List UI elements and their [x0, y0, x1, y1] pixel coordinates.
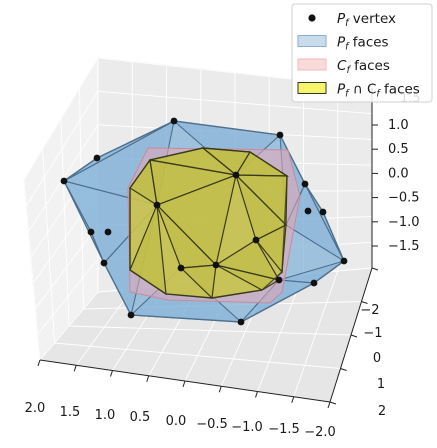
x-tick-mark	[73, 365, 77, 372]
back-grid-horizontal	[97, 90, 373, 115]
legend-patch-pf_faces	[297, 35, 327, 47]
pf-vertex-point	[252, 236, 260, 244]
left-grid-horizontal	[37, 258, 99, 335]
legend-label: Pf ∩ Cf faces	[337, 82, 420, 100]
legend-label: Pf faces	[337, 35, 389, 53]
x-tick-mark	[255, 391, 258, 398]
legend-item-cf_faces: Cf faces	[297, 58, 390, 76]
left-grid-horizontal	[23, 57, 99, 181]
intersection-face	[255, 223, 287, 274]
pf-vertex-point	[87, 228, 95, 236]
x-tick-mark	[110, 370, 113, 377]
left-grid-horizontal	[25, 91, 99, 206]
y-tick-label: 1	[377, 377, 385, 392]
left-grid-vertical	[23, 179, 41, 361]
legend-frame	[291, 3, 433, 103]
x-tick-label: −1.5	[268, 422, 300, 437]
y-tick-mark	[350, 334, 358, 338]
legend-patch-inter_faces	[297, 82, 327, 94]
z-tick-label: −0.5	[388, 191, 420, 206]
x-tick-mark	[291, 396, 295, 403]
x-tick-label: 0.5	[130, 410, 151, 425]
y-tick-mark	[361, 301, 368, 304]
z-tick-label: −1.0	[388, 215, 420, 230]
legend-vertex-marker	[308, 14, 316, 22]
x-tick-mark	[146, 375, 150, 382]
pf-vertices-layer	[60, 117, 348, 326]
pf-vertex-point	[170, 117, 178, 125]
pf-vertex-point	[275, 276, 283, 284]
pf-vertex-point	[232, 171, 240, 179]
pf-vertex-point	[237, 318, 245, 326]
floor-grid-y	[54, 342, 341, 369]
x-tick-mark	[37, 359, 41, 367]
x-tick-label: 0.0	[166, 414, 187, 429]
legend: Pf vertex Pf faces Cf faces Pf ∩ Cf faces	[291, 3, 433, 103]
z-tick-label: 0.5	[388, 142, 409, 157]
legend-label: Cf faces	[337, 58, 390, 76]
x-tick-labels: 2.0 1.5 1.0 0.5 0.0 −0.5 −1.0 −1.5 −2.0	[25, 359, 336, 440]
pf-vertex-point	[100, 259, 108, 267]
left-grid-vertical	[42, 149, 55, 344]
x-tick-mark	[182, 380, 186, 388]
x-tick-mark	[327, 401, 331, 409]
pf-vertex-point	[276, 131, 284, 139]
pf-vertex-point	[104, 228, 112, 236]
intersection-face	[179, 264, 217, 300]
x-tick-mark	[218, 386, 222, 393]
z-tick-labels: 1.51.00.50.0−0.5−1.0−1.5	[372, 91, 421, 254]
left-grid-vertical	[60, 118, 70, 327]
pf-face	[63, 180, 105, 264]
x-tick-label: −1.0	[231, 420, 263, 435]
legend-item-pf_faces: Pf faces	[297, 35, 389, 53]
pf-vertex-point	[301, 180, 309, 188]
x-tick-label: −0.5	[196, 417, 228, 432]
z-tick-label: 0.0	[388, 166, 409, 181]
y-tick-mark	[340, 368, 347, 371]
z-tick-label: −1.5	[388, 239, 420, 254]
y-tick-labels: −2 −1 0 1 2	[329, 267, 386, 419]
legend-patch-cf_faces	[297, 58, 327, 71]
pf-vertex-point	[319, 208, 327, 216]
y-tick-label: 0	[373, 351, 381, 366]
y-tick-label: −2	[360, 303, 379, 318]
intersection-faces-layer	[129, 147, 290, 300]
floor-grid-y	[68, 325, 352, 336]
y-tick-label: −1	[363, 326, 382, 341]
left-grid-horizontal	[39, 291, 99, 361]
pf-vertex-point	[304, 207, 312, 215]
y-tick-mark	[371, 267, 379, 271]
pf-vertex-point	[127, 311, 135, 319]
pf-face	[304, 183, 345, 262]
pf-face	[63, 120, 175, 182]
pf-vertex-point	[177, 264, 185, 272]
legend-label: Pf vertex	[337, 11, 396, 29]
pf-vertex-point	[340, 257, 348, 265]
pf-vertex-point	[212, 261, 220, 269]
x-tick-label: −2.0	[304, 425, 336, 440]
pf-vertex-point	[93, 154, 101, 162]
intersection-face	[129, 204, 167, 296]
legend-item-inter_faces: Pf ∩ Cf faces	[297, 82, 420, 100]
z-tick-label: 1.0	[388, 118, 409, 133]
x-tick-label: 2.0	[25, 401, 46, 416]
pf-vertex-point	[60, 177, 68, 185]
intersection-face	[215, 264, 281, 291]
pf-vertex-point	[153, 201, 161, 209]
y-tick-label: 2	[378, 404, 386, 419]
y-tick-mark	[329, 401, 337, 405]
legend-item-vertex: Pf vertex	[308, 11, 396, 29]
pf-vertex-point	[310, 279, 318, 287]
left-grid-horizontal	[35, 224, 99, 309]
x-tick-label: 1.5	[60, 405, 81, 420]
x-tick-label: 1.0	[95, 408, 116, 423]
